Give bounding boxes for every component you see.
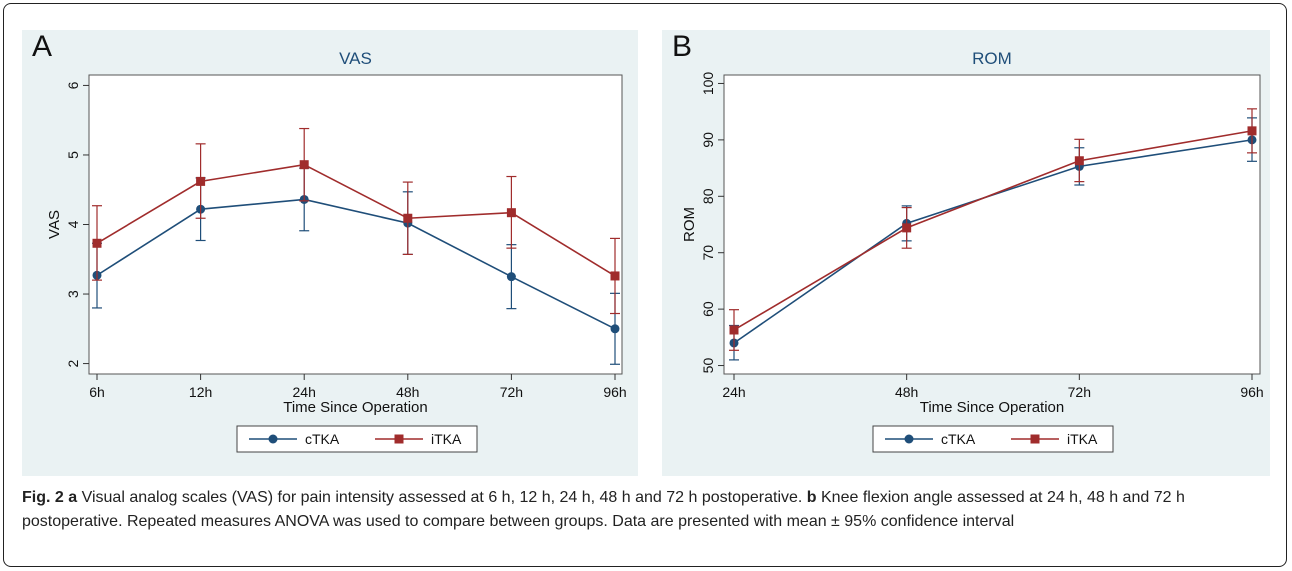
y-tick-label: 70 (700, 245, 716, 261)
y-axis-label: ROM (681, 207, 698, 242)
y-tick-label: 50 (700, 358, 716, 374)
data-point (610, 324, 620, 334)
legend-label: iTKA (1067, 431, 1098, 447)
x-tick-label: 96h (1240, 384, 1263, 400)
series-line (96, 198, 616, 330)
legend-label: cTKA (305, 431, 340, 447)
y-tick-label: 80 (700, 188, 716, 204)
caption-b-text: Knee flexion angle assessed at 24 h, 48 … (22, 489, 1185, 530)
data-point (610, 271, 620, 281)
data-point (506, 272, 516, 282)
y-axis-label: VAS (46, 210, 63, 239)
y-tick-label: 90 (700, 132, 716, 148)
legend: cTKA iTKA (236, 425, 478, 453)
y-tick-label: 2 (65, 359, 81, 367)
figure-caption: Fig. 2 a Visual analog scales (VAS) for … (22, 486, 1272, 534)
x-tick-label: 24h (722, 384, 745, 400)
rom-chart-svg: B ROM 50 60 70 80 90 100 ROM 24h 48h 72h 96h Time Sin… (672, 30, 1264, 453)
panel-letter: A (32, 30, 52, 63)
data-point (506, 208, 516, 218)
caption-a-letter: a (68, 489, 78, 506)
legend: cTKA iTKA (872, 425, 1114, 453)
legend-swatch-marker (268, 434, 278, 444)
caption-a-text: Visual analog scales (VAS) for pain inte… (77, 489, 807, 506)
x-tick-label: 48h (895, 384, 918, 400)
caption-figure-label: Fig. 2 (22, 489, 64, 506)
x-tick-label: 96h (603, 384, 626, 400)
y-tick-label: 6 (65, 81, 81, 89)
series-itka (92, 127, 620, 315)
data-point (92, 238, 102, 248)
data-point (1074, 156, 1084, 166)
plot-area (723, 74, 1261, 375)
x-tick-label: 6h (89, 384, 105, 400)
series-itka (729, 108, 1257, 351)
data-point (196, 176, 206, 186)
y-tick-label: 3 (65, 290, 81, 298)
legend-label: iTKA (431, 431, 462, 447)
y-tick-label: 60 (700, 301, 716, 317)
x-tick-label: 12h (189, 384, 212, 400)
x-tick-label: 48h (396, 384, 419, 400)
y-tick-label: 4 (65, 220, 81, 228)
data-point (902, 223, 912, 233)
data-point (729, 325, 739, 335)
panel-b-rom-chart: B ROM 50 60 70 80 90 100 ROM 24h 48h 72h 96h Time Sin… (662, 30, 1270, 476)
legend-label: cTKA (941, 431, 976, 447)
x-axis-label: Time Since Operation (920, 399, 1065, 416)
series-line (96, 163, 616, 277)
caption-b-letter: b (806, 489, 817, 506)
series-line (733, 130, 1253, 331)
legend-swatch-marker (904, 434, 914, 444)
chart-title: VAS (339, 49, 372, 68)
chart-title: ROM (972, 49, 1012, 68)
data-point (403, 213, 413, 223)
x-axis-label: Time Since Operation (283, 399, 428, 416)
panel-letter: B (672, 30, 692, 63)
data-point (299, 160, 309, 170)
plot-area (88, 74, 623, 375)
figure-frame (3, 3, 1287, 567)
legend-swatch-marker (394, 434, 404, 444)
x-tick-label: 24h (293, 384, 316, 400)
x-tick-label: 72h (1068, 384, 1091, 400)
y-tick-label: 100 (700, 72, 716, 96)
panel-a-vas-chart: A VAS 2 3 4 5 6 VAS 6h 12h 24h 48h 72h 96h Time Since … (22, 30, 638, 476)
x-tick-label: 72h (500, 384, 523, 400)
legend-swatch-marker (1030, 434, 1040, 444)
y-tick-label: 5 (65, 151, 81, 159)
vas-chart-svg: A VAS 2 3 4 5 6 VAS 6h 12h 24h 48h 72h 96h Time Since … (32, 30, 627, 453)
data-point (1247, 126, 1257, 136)
